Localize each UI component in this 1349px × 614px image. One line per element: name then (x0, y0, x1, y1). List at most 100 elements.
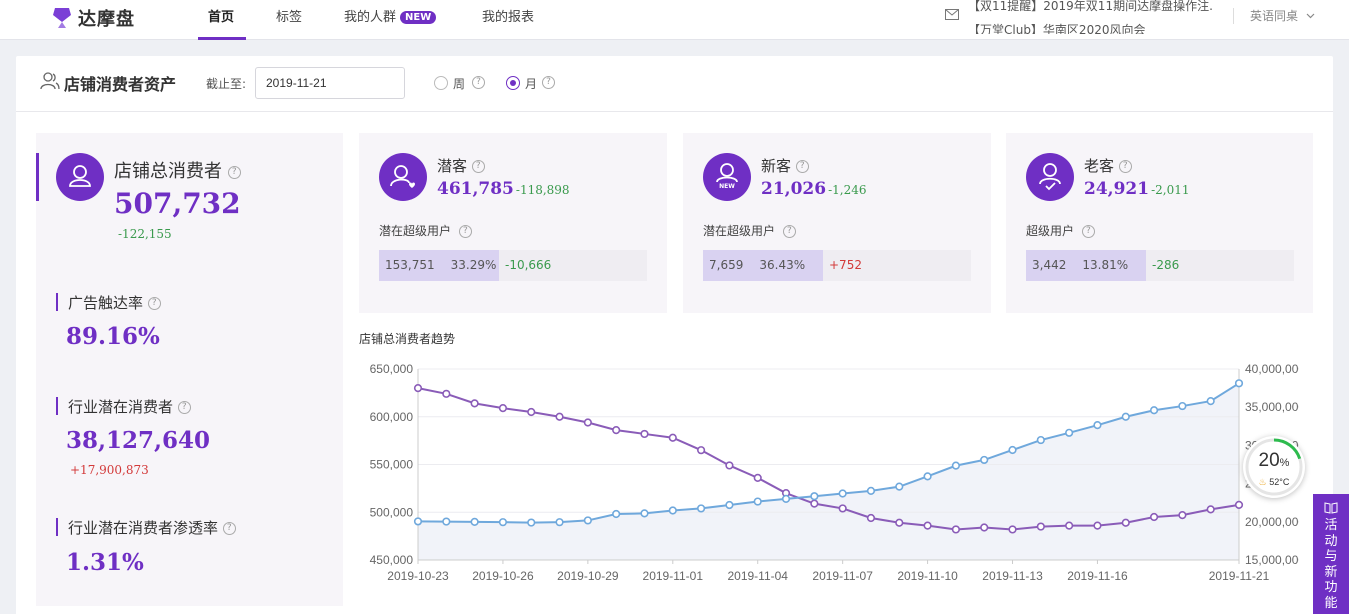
data-point (1149, 406, 1159, 415)
book-icon (1324, 502, 1338, 514)
data-point (612, 509, 621, 519)
help-icon[interactable]: ? (472, 76, 485, 89)
help-icon[interactable]: ? (147, 297, 161, 310)
mail-icon[interactable] (945, 9, 959, 20)
activity-features-tab[interactable]: 活动与新功能 (1313, 494, 1349, 614)
chart-title: 店铺总消费者趋势 (359, 332, 456, 346)
y-tick-label-left: 550,000 (370, 458, 414, 472)
data-point (1008, 525, 1017, 534)
metric-penetration-label: 行业潜在消费者渗透率 ? (68, 517, 236, 538)
nav-home[interactable]: 首页 (208, 10, 235, 25)
trend-chart[interactable]: 650,000 600,000 550,000 500,000 450,000 40,00… (359, 352, 1299, 592)
help-icon[interactable]: ? (227, 165, 241, 179)
card-value-number: 461,785 (437, 179, 514, 199)
gauge-temperature: ♨ 52°C (1243, 477, 1305, 488)
radio-month[interactable] (506, 76, 520, 90)
total-title-text: 店铺总消费者 (114, 161, 222, 182)
data-point (810, 499, 819, 508)
nav-active-indicator (198, 37, 246, 40)
nav-tags[interactable]: 标签 (276, 10, 303, 25)
sub-stat-bar: 3,442 13.81% -286 (1026, 250, 1294, 281)
notice-item[interactable]: 【双11提醒】2019年双11期间达摩盘操作注... (968, 0, 1213, 13)
y-tick-label-right: 20,000,000 (1245, 515, 1299, 529)
metric-label-text: 行业潜在消费者 (68, 398, 174, 416)
date-input[interactable]: 2019-11-21 (255, 67, 405, 99)
notice-item[interactable]: 【万堂Club】华南区2020风向会 (968, 23, 1146, 34)
logo-icon (53, 8, 71, 28)
data-point (951, 461, 960, 470)
data-point (1008, 445, 1017, 455)
logo[interactable]: 达摩盘 (52, 4, 135, 32)
metric-label-text: 广告触达率 (68, 294, 144, 312)
card-delta: -1,246 (828, 183, 867, 197)
data-point (470, 517, 479, 526)
help-icon[interactable]: ? (1081, 225, 1095, 238)
page-title: 店铺消费者资产 (64, 75, 177, 94)
nav-my-reports[interactable]: 我的报表 (482, 10, 535, 25)
sub-stat-fill: 7,659 36.43% (703, 250, 823, 281)
metric-ad-reach-label: 广告触达率 ? (68, 292, 161, 313)
new-customers-card: NEW 新客 ? 21,026 -1,246 潜在超级用户 ? 7,659 36.4… (683, 133, 991, 313)
potential-customers-card: 潜客 ? 461,785 -118,898 潜在超级用户 ? 153,751 33.… (359, 133, 667, 313)
data-point (498, 404, 508, 413)
data-point (612, 426, 621, 435)
help-icon[interactable]: ? (177, 401, 191, 414)
card-value: 24,921 -2,011 (1084, 179, 1189, 199)
data-point (527, 518, 536, 527)
panel-header: 店铺消费者资产 截止至: 2019-11-21 周 ? 月 ? (16, 56, 1333, 112)
metric-label-text: 行业潜在消费者渗透率 (68, 519, 219, 537)
card-sub-label: 超级用户 ? (1026, 222, 1095, 239)
x-tick-label: 2019-11-16 (1067, 569, 1128, 583)
data-point (753, 473, 762, 482)
radio-month-label[interactable]: 月 (525, 77, 538, 91)
radio-week[interactable] (434, 76, 448, 90)
divider (1233, 8, 1234, 24)
user-avatar-icon (56, 153, 104, 201)
help-icon[interactable]: ? (795, 160, 809, 173)
notice-ticker[interactable]: 【双11提醒】2019年双11期间达摩盘操作注... 【万堂Club】华南区20… (968, 0, 1213, 34)
y-tick-label-right: 40,000,000 (1245, 362, 1299, 376)
performance-gauge[interactable]: 20% ♨ 52°C (1243, 436, 1305, 498)
x-tick-label: 2019-11-21 (1209, 569, 1270, 583)
card-title-text: 老客 (1084, 157, 1115, 175)
date-label: 截止至: (206, 77, 247, 91)
gauge-ring (1245, 438, 1303, 496)
help-icon[interactable]: ? (458, 225, 472, 238)
nav-my-audience-label: 我的人群 (344, 10, 397, 25)
metric-industry-potential-value: 38,127,640 (66, 427, 211, 454)
x-tick-label: 2019-10-29 (557, 569, 619, 583)
help-icon[interactable]: ? (542, 76, 555, 89)
data-point (442, 389, 451, 398)
accent-bar (56, 293, 58, 311)
y-tick-label-left: 650,000 (370, 362, 414, 376)
help-icon[interactable]: ? (222, 522, 236, 535)
data-point (810, 492, 819, 501)
user-menu[interactable]: 英语同桌 (1250, 7, 1315, 24)
data-point (668, 433, 677, 442)
data-point (555, 412, 564, 421)
data-point (1206, 505, 1215, 514)
card-value: 21,026 -1,246 (761, 179, 866, 199)
data-point (1178, 401, 1187, 411)
help-icon[interactable]: ? (471, 160, 485, 173)
returning-customers-card: 老客 ? 24,921 -2,011 超级用户 ? 3,442 13.81% -28… (1006, 133, 1313, 313)
card-value: 461,785 -118,898 (437, 179, 570, 199)
data-point (923, 472, 932, 481)
nav-my-audience[interactable]: 我的人群 NEW (344, 6, 437, 25)
sub-percent: 33.29% (450, 258, 497, 272)
sub-label-text: 潜在超级用户 (703, 224, 776, 238)
help-icon[interactable]: ? (782, 225, 796, 238)
data-point (1121, 412, 1130, 421)
series-line-0 (417, 387, 1240, 531)
chevron-down-icon (1306, 13, 1315, 19)
data-point (1178, 511, 1187, 520)
data-point (697, 504, 706, 513)
accent-bar (56, 397, 58, 415)
x-tick-label: 2019-11-01 (643, 569, 704, 583)
radio-week-label[interactable]: 周 (453, 77, 466, 91)
x-tick-label: 2019-11-07 (812, 569, 873, 583)
sub-label-text: 潜在超级用户 (379, 224, 452, 238)
users-icon (40, 72, 60, 90)
help-icon[interactable]: ? (1118, 160, 1132, 173)
sub-stat-fill: 3,442 13.81% (1026, 250, 1146, 281)
